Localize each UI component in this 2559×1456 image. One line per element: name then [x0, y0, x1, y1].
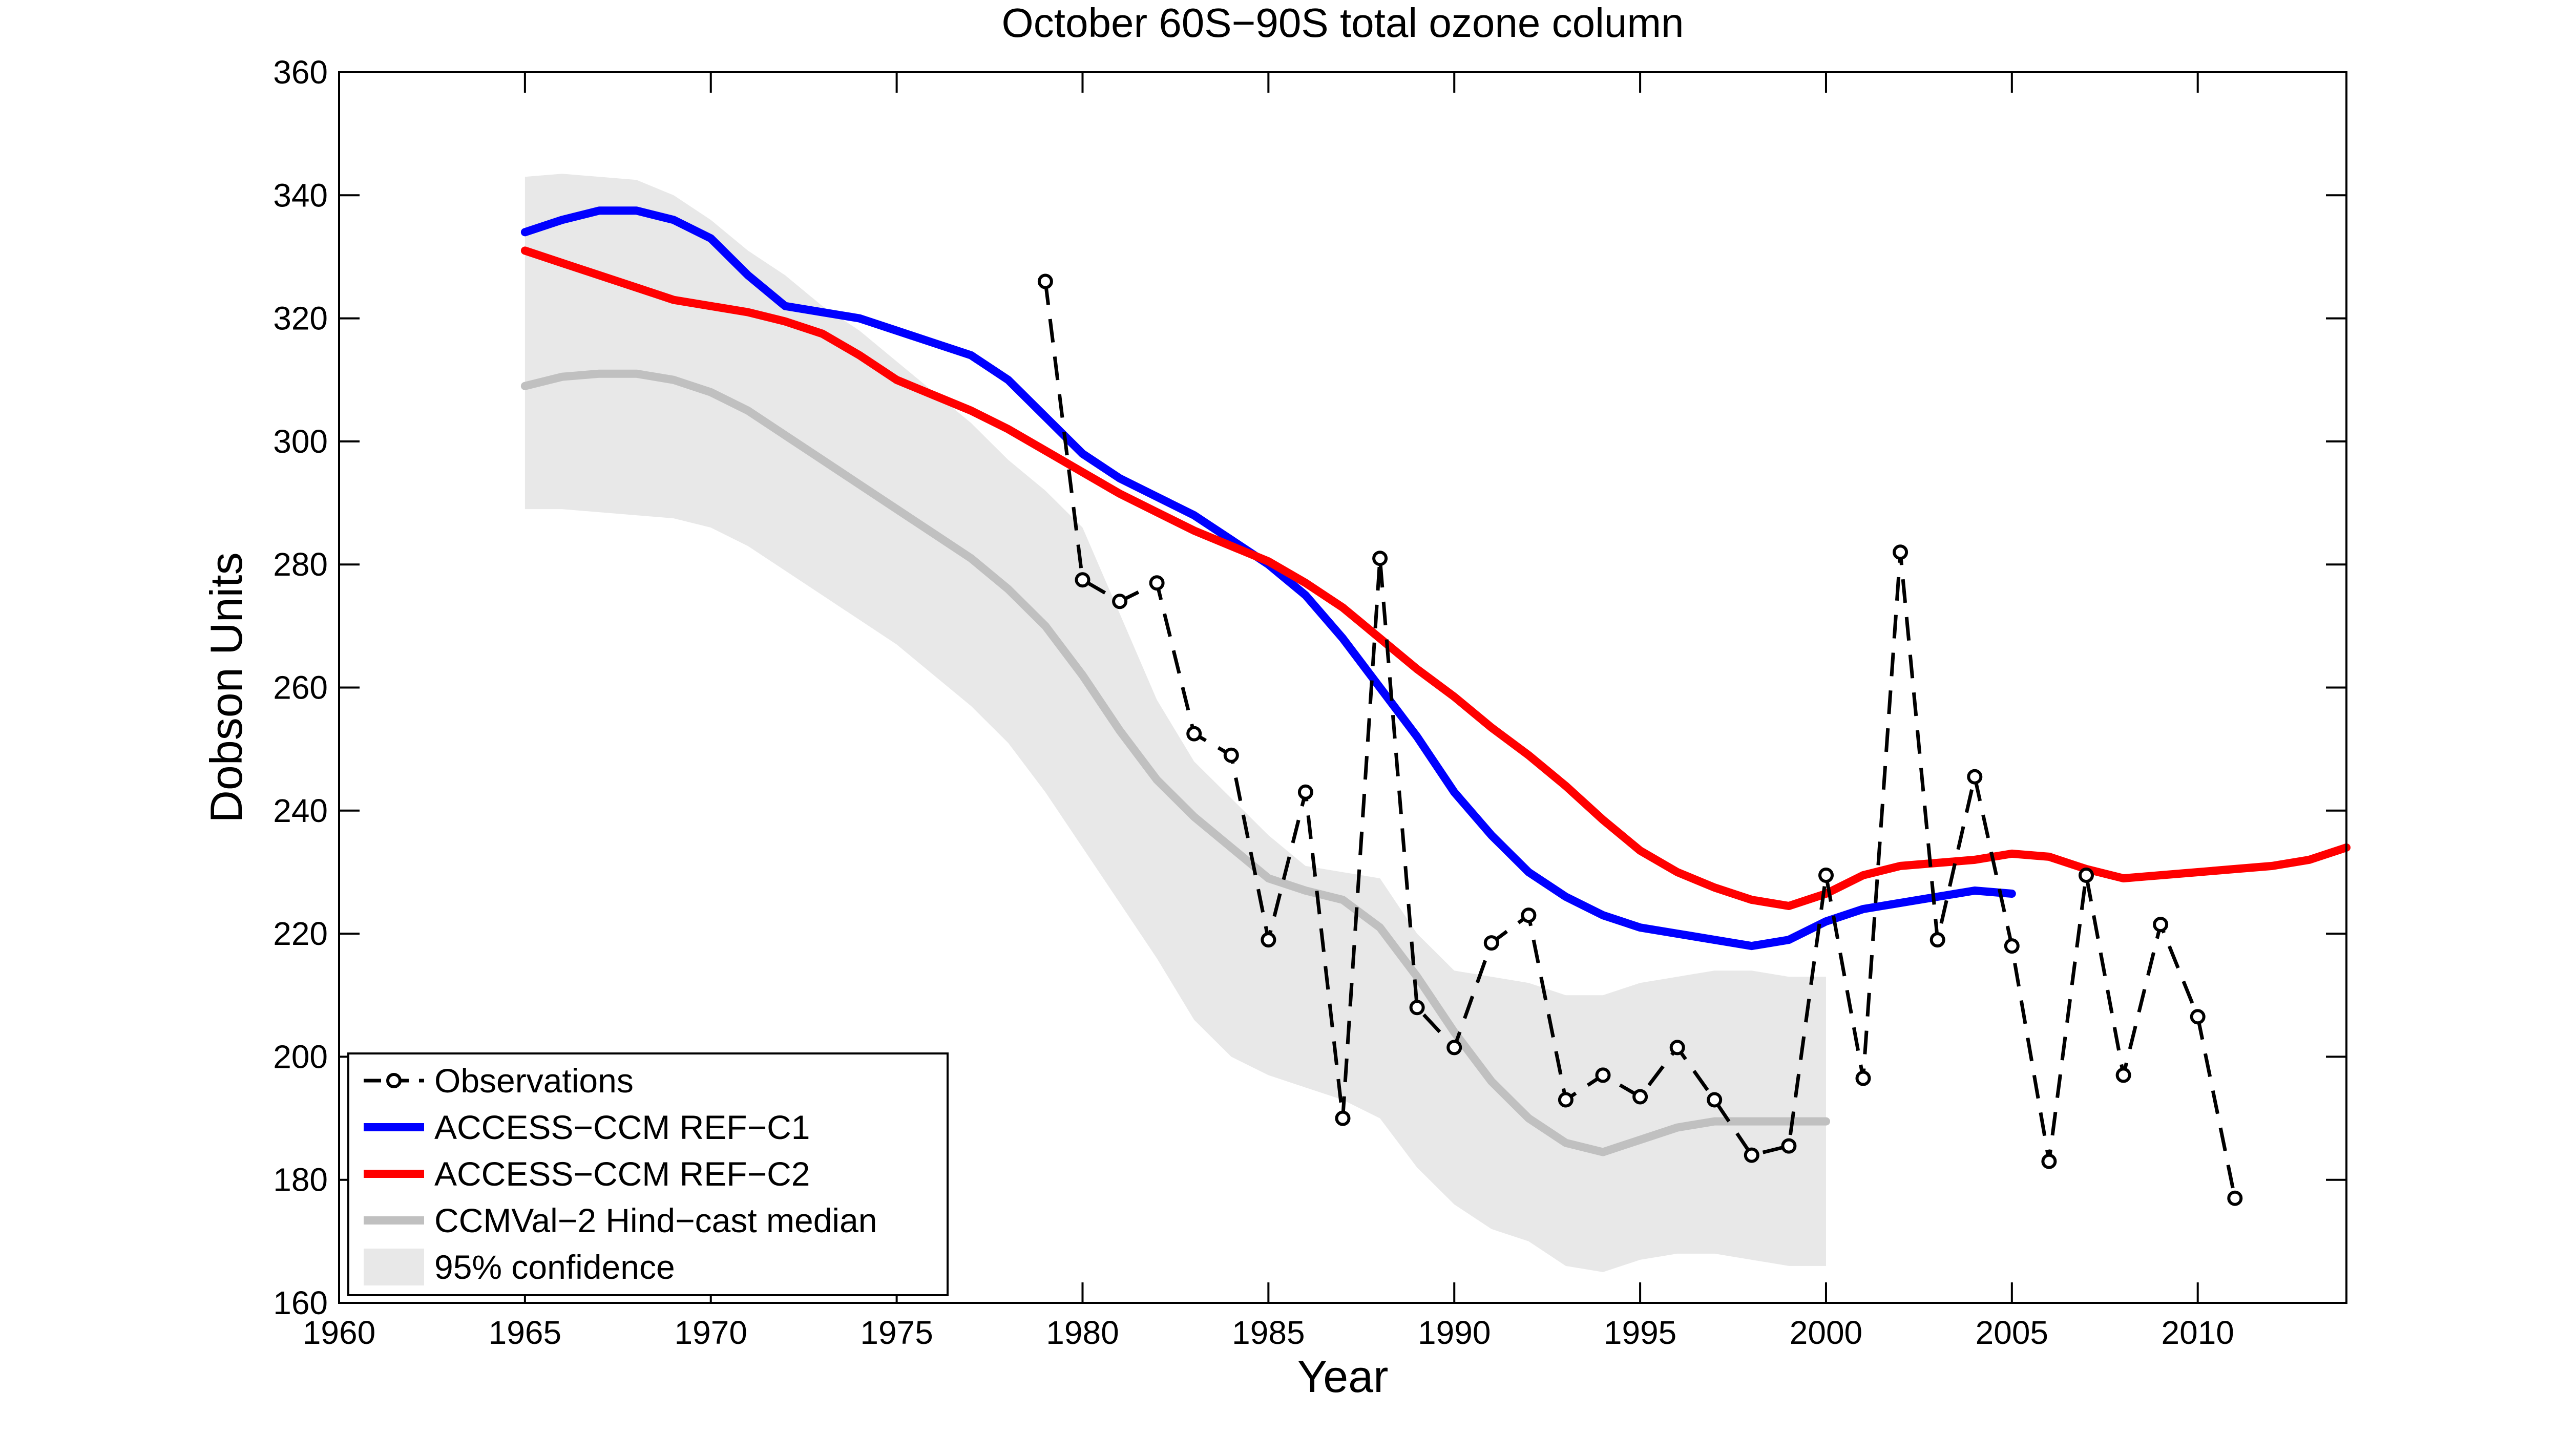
y-tick-label: 300 — [273, 423, 328, 460]
observation-point — [1781, 1138, 1797, 1154]
observation-point — [1893, 544, 1908, 560]
x-axis-label: Year — [1297, 1351, 1389, 1402]
x-tick-label: 1975 — [860, 1314, 933, 1351]
series-line-access-ccm-ref-c2 — [520, 246, 2351, 910]
observation-point — [1223, 747, 1239, 763]
x-tick-label: 1985 — [1232, 1314, 1305, 1351]
x-tick-label: 1965 — [489, 1314, 561, 1351]
observation-point — [1929, 932, 1945, 948]
chart-title: October 60S−90S total ozone column — [1002, 0, 1684, 46]
x-tick-label: 1990 — [1418, 1314, 1491, 1351]
confidence-band-layer — [525, 174, 1827, 1272]
observation-point — [2041, 1153, 2057, 1169]
observation-point — [1669, 1040, 1685, 1056]
y-tick-label: 160 — [273, 1284, 328, 1321]
observation-point — [1595, 1067, 1611, 1083]
legend-label-ccmval-2-hind-cast-median: CCMVal−2 Hind−cast median — [434, 1201, 877, 1239]
observation-point — [1335, 1110, 1351, 1126]
x-tick-label: 1995 — [1604, 1314, 1676, 1351]
observation-point — [2190, 1009, 2206, 1025]
y-tick-label: 240 — [273, 792, 328, 829]
legend-marker-observations — [386, 1073, 402, 1088]
x-tick-label: 1970 — [675, 1314, 747, 1351]
x-tick-label: 2000 — [1790, 1314, 1862, 1351]
x-tick-label: 2010 — [2162, 1314, 2234, 1351]
observation-point — [2227, 1190, 2243, 1206]
y-tick-label: 200 — [273, 1038, 328, 1075]
x-tick-label: 2005 — [1976, 1314, 2048, 1351]
observation-point — [1558, 1092, 1574, 1108]
observation-point — [1483, 935, 1499, 951]
legend-label-access-ccm-ref-c1: ACCESS−CCM REF−C1 — [434, 1108, 810, 1146]
observation-point — [1632, 1089, 1648, 1105]
observation-point — [1446, 1040, 1462, 1056]
y-tick-label: 280 — [273, 546, 328, 583]
y-tick-label: 340 — [273, 177, 328, 214]
observation-point — [2004, 938, 2020, 954]
y-tick-label: 320 — [273, 300, 328, 337]
observation-point — [2153, 917, 2169, 933]
legend-box — [347, 1052, 949, 1296]
y-tick-label: 360 — [273, 54, 328, 91]
axis-ticks: 1960 1965 1970 1975 1980 1985 1990 1995 2000 2005… — [273, 54, 2346, 1351]
x-tick-label: 1980 — [1046, 1314, 1119, 1351]
legend-swatch-95-confidence — [364, 1249, 424, 1285]
legend-label-access-ccm-ref-c2: ACCESS−CCM REF−C2 — [434, 1155, 810, 1193]
observation-point — [1261, 932, 1276, 948]
y-axis-label: Dobson Units — [201, 552, 251, 822]
observation-point — [2115, 1067, 2131, 1083]
observation-point — [1707, 1092, 1723, 1108]
observation-point — [1297, 784, 1313, 800]
legend: Observations ACCESS−CCM REF−C1 ACCESS−CCM … — [347, 1052, 949, 1296]
observation-point — [1186, 726, 1202, 742]
series-line-ccmval-2-hind-cast-median — [520, 369, 1830, 1156]
observation-point — [1409, 1000, 1425, 1016]
observation-point — [1372, 551, 1388, 566]
legend-label-95-confidence: 95% confidence — [434, 1248, 675, 1286]
observation-point — [1149, 575, 1165, 591]
observation-point — [1855, 1070, 1871, 1086]
observation-point — [1744, 1147, 1759, 1163]
x-tick-label: 1960 — [303, 1314, 375, 1351]
observation-point — [1521, 908, 1537, 923]
observation-point — [1818, 868, 1834, 883]
observation-point — [2079, 868, 2094, 883]
y-tick-label: 260 — [273, 669, 328, 706]
confidence-band-area — [525, 174, 1827, 1272]
series-layer — [520, 206, 2351, 1206]
legend-label-observations: Observations — [434, 1062, 634, 1100]
observation-point — [1112, 594, 1128, 609]
observation-point — [1075, 572, 1090, 588]
y-tick-label: 220 — [273, 915, 328, 952]
y-tick-label: 180 — [273, 1162, 328, 1198]
observation-point — [1037, 273, 1053, 289]
observation-point — [1967, 769, 1983, 785]
